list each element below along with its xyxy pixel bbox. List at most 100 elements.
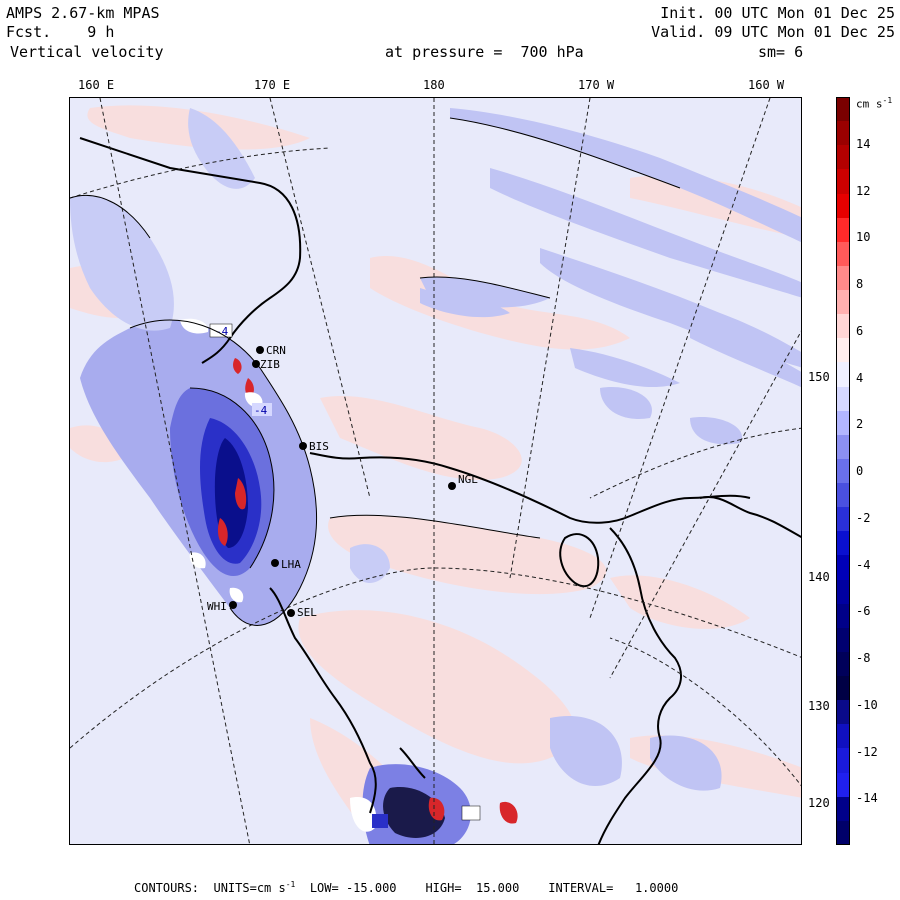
- colorbar-swatch: [836, 820, 850, 846]
- colorbar-border: [836, 97, 850, 845]
- colorbar-swatch: [836, 555, 850, 581]
- lon-label-180: 180: [423, 78, 445, 92]
- smoothing-label: sm= 6: [758, 43, 804, 61]
- colorbar-units: cm s-1: [856, 94, 892, 112]
- contour-label-box-2: [252, 403, 272, 416]
- contour-label-2: -4: [254, 404, 268, 417]
- colorbar-swatch: [836, 241, 850, 267]
- colorbar-swatch: [836, 483, 850, 508]
- colorbar-swatch: [836, 386, 850, 412]
- colorbar-label: -12: [856, 744, 878, 759]
- colorbar-swatch: [836, 651, 850, 677]
- colorbar-label: 0: [856, 464, 864, 478]
- colorbar-swatch: [836, 410, 850, 436]
- colorbar-swatch: [836, 265, 850, 291]
- station-label-sel: SEL: [297, 606, 317, 619]
- colorbar-label: -10: [856, 697, 878, 712]
- station-dot-whi: [229, 601, 237, 609]
- variable-title: Vertical velocity: [10, 43, 164, 61]
- forecast-label-text: Fcst.: [6, 23, 52, 41]
- colorbar-swatch: [836, 676, 850, 701]
- blue-bands: [420, 108, 801, 791]
- colorbar-label: 6: [856, 323, 864, 338]
- footer-interval: INTERVAL= 1.0000: [548, 881, 679, 895]
- colorbar-label: 12: [856, 183, 871, 198]
- colorbar-swatch: [836, 507, 850, 532]
- colorbar-swatch: [836, 748, 850, 774]
- lon-label-160w: 160 W: [748, 78, 785, 92]
- colorbar-swatch: [836, 193, 850, 219]
- colorbar-label: -2: [856, 510, 871, 525]
- legend-box-small-2: [372, 814, 388, 828]
- lon-label-160e: 160 E: [78, 78, 115, 92]
- footer-contours: CONTOURS:: [134, 881, 200, 895]
- colorbar-swatch: [836, 217, 850, 243]
- map-panel[interactable]: CRN ZIB BIS NGL LHA WHI SEL -4 -4: [69, 97, 802, 845]
- colorbar-swatch: [836, 724, 850, 749]
- colorbar-swatch: [836, 458, 850, 484]
- model-title: AMPS 2.67-km MPAS: [6, 4, 160, 22]
- colorbar-swatch: [836, 97, 850, 122]
- legend-box-small: [461, 805, 481, 821]
- forecast-label: Fcst. 9 h: [6, 23, 114, 41]
- bottom-cluster: [350, 764, 518, 844]
- contour-label-1: -4: [215, 325, 229, 338]
- footer: CONTOURS: UNITS=cm s-1 LOW= -15.000 HIGH…: [134, 880, 678, 895]
- station-dot-lha: [271, 559, 279, 567]
- lon-label-140w: 140 W: [808, 570, 845, 584]
- colorbar-swatch: [836, 290, 850, 315]
- colorbar-units-main: cm s: [856, 97, 883, 111]
- valid-time: Valid. 09 UTC Mon 01 Dec 25: [651, 23, 895, 41]
- colorbar-swatch: [836, 603, 850, 629]
- contour-lines: [70, 117, 681, 626]
- coastline: [79, 137, 801, 844]
- footer-units: UNITS=cm s: [213, 881, 286, 895]
- footer-low: LOW= -15.000: [309, 881, 397, 895]
- station-dot-sel: [287, 609, 295, 617]
- station-label-lha: LHA: [281, 558, 301, 571]
- pressure-level: at pressure = 700 hPa: [385, 43, 584, 61]
- colorbar-label: -6: [856, 604, 871, 619]
- colorbar-swatch: [836, 579, 850, 605]
- colorbar-label: -4: [856, 557, 871, 572]
- colorbar-label: 4: [856, 370, 864, 385]
- station-label-crn: CRN: [266, 344, 286, 357]
- lon-label-130w: 130 W: [808, 699, 845, 713]
- colorbar-label: -8: [856, 651, 871, 665]
- colorbar-swatch: [836, 121, 850, 146]
- station-label-bis: BIS: [309, 440, 329, 453]
- station-dot-crn: [256, 346, 264, 354]
- lon-label-120w: 120 W: [808, 796, 845, 810]
- graticule: [70, 98, 801, 844]
- colorbar-label: 8: [856, 277, 864, 291]
- init-time: Init. 00 UTC Mon 01 Dec 25: [660, 4, 895, 22]
- colorbar-swatch: [836, 362, 850, 388]
- station-label-whi: WHI: [207, 600, 227, 613]
- colorbar-swatch: [836, 314, 850, 339]
- footer-units-exp: -1: [285, 880, 296, 889]
- footer-high: HIGH= 15.000: [425, 881, 520, 895]
- map-svg: CRN ZIB BIS NGL LHA WHI SEL -4 -4: [70, 98, 801, 844]
- colorbar-swatch: [836, 627, 850, 653]
- colorbar-label: 2: [856, 417, 864, 432]
- colorbar-swatch: [836, 434, 850, 460]
- lon-label-150w: 150 W: [808, 370, 845, 384]
- colorbar-swatch: [836, 772, 850, 798]
- station-label-zib: ZIB: [260, 358, 280, 371]
- colorbar-label: 14: [856, 136, 871, 151]
- white-patches: [180, 318, 263, 603]
- colorbar-label: -14: [856, 791, 878, 806]
- colorbar-swatch: [836, 145, 850, 170]
- colorbar-swatch: [836, 338, 850, 363]
- colorbar-swatch: [836, 796, 850, 822]
- lon-label-170w: 170 W: [578, 78, 615, 92]
- colorbar-swatch: [836, 700, 850, 725]
- colorbar-units-exp: -1: [882, 96, 893, 105]
- colorbar-swatch: [836, 169, 850, 194]
- contour-label-box-1: [209, 323, 233, 338]
- forecast-hour: 9 h: [87, 23, 115, 41]
- lon-label-170e: 170 E: [254, 78, 291, 92]
- colorbar-swatch: [836, 531, 850, 556]
- colorbar-label: 10: [856, 230, 871, 245]
- station-label-ngl: NGL: [458, 473, 478, 486]
